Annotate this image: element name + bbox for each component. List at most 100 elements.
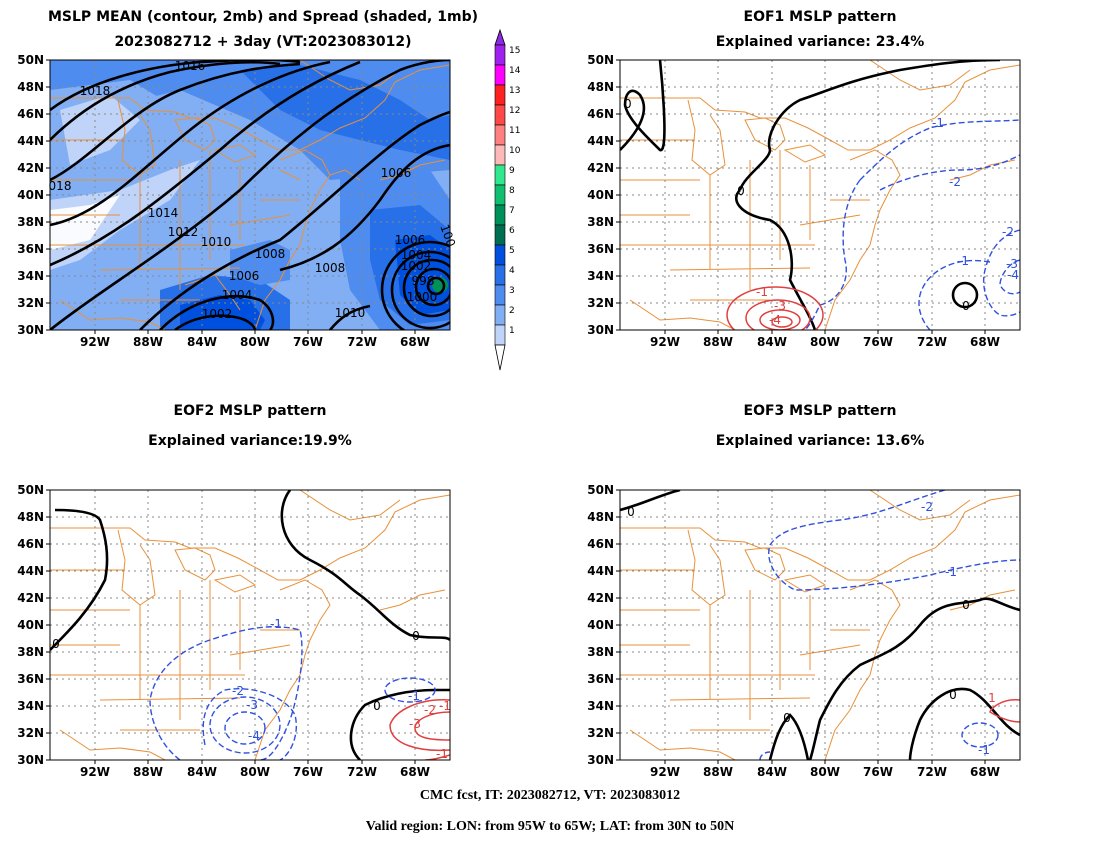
- panel4-lat-tick-label: 36N: [587, 672, 614, 686]
- colorbar-swatch: [494, 84, 506, 106]
- panel3-lon-tick-label: 72W: [347, 765, 377, 779]
- panel4-lon-tick-label: 88W: [703, 765, 733, 779]
- panel2-gridlines: [620, 60, 1020, 330]
- contour-label: 0: [962, 299, 970, 313]
- panel4-lon-tick-label: 80W: [810, 765, 840, 779]
- panel4-contour-labels: 0 -2 -1 0 0 0 -1 1: [627, 500, 996, 757]
- panel1-lon-tick-label: 88W: [133, 335, 163, 349]
- panel1-title-line1: MSLP MEAN (contour, 2mb) and Spread (sha…: [48, 9, 478, 25]
- contour-label: 1006: [395, 233, 426, 247]
- panel4-lat-tick-label: 46N: [587, 537, 614, 551]
- panel2-title-line2: Explained variance: 23.4%: [715, 34, 925, 50]
- panel2-lat-tick-label: 40N: [587, 188, 614, 202]
- colorbar-label: 9: [509, 166, 515, 176]
- panel3-coastlines: [50, 490, 450, 760]
- panel4-lon-tick-label: 72W: [917, 765, 947, 779]
- contour-label: -1: [439, 699, 451, 713]
- colorbar-swatch: [494, 324, 506, 346]
- panel3-map: 0 0 -1 -2 -3 -4 -1 0 -1 -2 -3 -1: [49, 489, 451, 761]
- colorbar-top-arrow: [494, 28, 506, 46]
- axis-tick-labels: 50N 48N 46N 44N 42N 40N 38N 36N 34N 32N 30N 92W 88W 8…: [17, 53, 1000, 779]
- colorbar-label: 13: [509, 86, 520, 96]
- contour-label: -4: [248, 729, 260, 743]
- contour-label: 0: [627, 505, 635, 519]
- panel3-lat-tick-label: 48N: [17, 510, 44, 524]
- panel4-map: 0 -2 -1 0 0 0 -1 1: [619, 489, 1021, 761]
- contour-label: 1008: [255, 247, 286, 261]
- contour-label: -2: [949, 175, 961, 189]
- panel4-lat-tick-label: 42N: [587, 591, 614, 605]
- eof2-contours: [50, 490, 450, 760]
- panel3-lat-tick-label: 42N: [17, 591, 44, 605]
- contour-label: 0: [373, 699, 381, 713]
- colorbar-swatch: [494, 44, 506, 66]
- panel1-coastlines: [50, 60, 450, 330]
- colorbar-label: 5: [509, 246, 515, 256]
- colorbar-label: 12: [509, 106, 520, 116]
- contour-label: -4: [1007, 268, 1019, 282]
- colorbar-swatch: [494, 124, 506, 146]
- contour-label: -3: [1006, 257, 1018, 271]
- panel2-lon-tick-label: 80W: [810, 335, 840, 349]
- panel4-lat-tick-label: 48N: [587, 510, 614, 524]
- contour-label: -2: [921, 500, 933, 514]
- panel4-lon-tick-label: 76W: [863, 765, 893, 779]
- panel2-lat-tick-label: 48N: [587, 80, 614, 94]
- footer-forecast-info: CMC fcst, IT: 2023082712, VT: 2023083012: [419, 788, 681, 803]
- footer-valid-region: Valid region: LON: from 95W to 65W; LAT:…: [365, 819, 735, 834]
- panel4-lat-tick-label: 32N: [587, 726, 614, 740]
- eof1-contours: [620, 60, 1020, 330]
- contour-label: 0: [962, 598, 970, 612]
- panel4-lat-tick-label: 30N: [587, 753, 614, 767]
- panel2-lat-tick-label: 34N: [587, 269, 614, 283]
- spread-colorbar: 15 14 13 12 11 10 9 8 7 6 5 4 3 2 1: [494, 28, 521, 371]
- colorbar-bottom-arrow: [494, 344, 506, 371]
- contour-label: 0: [949, 688, 957, 702]
- panel4-title-line1: EOF3 MSLP pattern: [743, 403, 897, 419]
- colorbar-swatch: [494, 164, 506, 186]
- contour-label: 0: [412, 629, 420, 643]
- panel2-lat-tick-label: 30N: [587, 323, 614, 337]
- colorbar-swatch: [494, 144, 506, 166]
- panel3-lat-tick-label: 50N: [17, 483, 44, 497]
- colorbar-label: 1: [509, 326, 515, 336]
- panel3-lon-tick-label: 84W: [187, 765, 217, 779]
- panel1-lat-tick-label: 36N: [17, 242, 44, 256]
- colorbar-label: 10: [509, 146, 521, 156]
- colorbar-label: 14: [509, 66, 521, 76]
- panel1-lat-tick-label: 44N: [17, 134, 44, 148]
- colorbar-label: 2: [509, 306, 515, 316]
- panel2-lon-tick-label: 76W: [863, 335, 893, 349]
- contour-label: -4: [769, 313, 781, 327]
- panel1-lon-tick-label: 68W: [400, 335, 430, 349]
- contour-label: -1: [957, 254, 969, 268]
- contour-label: 1004: [222, 288, 253, 302]
- panel2-lat-tick-label: 50N: [587, 53, 614, 67]
- panel1-lat-tick-label: 38N: [17, 215, 44, 229]
- colorbar-label: 6: [509, 226, 515, 236]
- contour-label: 1012: [168, 225, 199, 239]
- panel2-contour-labels: 0 0 -1 -2 -2 -1 -3 -4 0 -1 -3 -4: [624, 97, 1019, 327]
- panel3-contour-labels: 0 0 -1 -2 -3 -4 -1 0 -1 -2 -3 -1: [52, 617, 451, 761]
- colorbar-swatch: [494, 244, 506, 266]
- contour-label: -1: [436, 747, 448, 761]
- contour-label: 1014: [148, 206, 179, 220]
- contour-label: -3: [774, 299, 786, 313]
- panel3-lat-tick-label: 30N: [17, 753, 44, 767]
- panel2-lon-tick-label: 88W: [703, 335, 733, 349]
- contour-label: -1: [978, 743, 990, 757]
- contour-label: 1004: [401, 248, 432, 262]
- panel4-lat-tick-label: 38N: [587, 645, 614, 659]
- contour-label: 1006: [229, 269, 260, 283]
- panel2-lon-tick-label: 92W: [650, 335, 680, 349]
- contour-label: 1018: [80, 84, 111, 98]
- panel1-gridlines: [50, 60, 450, 330]
- panel1-lat-tick-label: 32N: [17, 296, 44, 310]
- contour-label: 0: [783, 711, 791, 725]
- panel2-lon-tick-label: 72W: [917, 335, 947, 349]
- contour-label: -2: [232, 684, 244, 698]
- panel3-title-line2: Explained variance:19.9%: [148, 433, 352, 449]
- contour-label: 0: [624, 97, 632, 111]
- contour-label: -1: [270, 617, 282, 631]
- mslp-contours: [50, 60, 450, 330]
